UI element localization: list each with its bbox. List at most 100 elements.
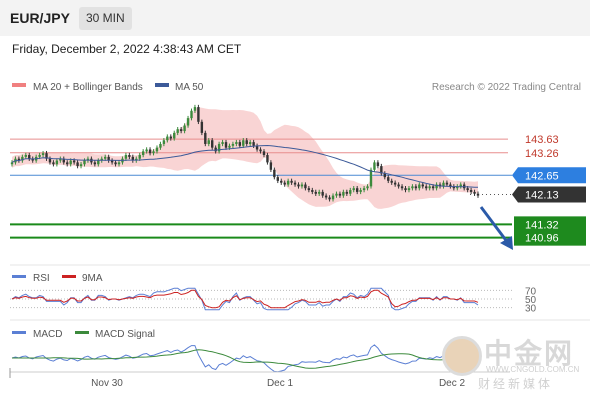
- timeframe-badge[interactable]: 30 MIN: [79, 7, 132, 30]
- candle-body: [221, 142, 224, 144]
- candle-body: [138, 155, 141, 159]
- candle-body: [245, 140, 248, 144]
- candle-body: [155, 147, 159, 152]
- candle-body: [76, 162, 79, 167]
- price-levels: 143.63 143.26 142.65 142.13 141.32 140.96: [10, 134, 586, 246]
- candle-body: [211, 140, 214, 148]
- candle-body: [369, 169, 373, 187]
- candle-body: [141, 151, 145, 156]
- candle-body: [359, 190, 362, 192]
- candle-body: [110, 160, 114, 163]
- bollinger-bands: [12, 107, 478, 209]
- candle-body: [324, 195, 328, 198]
- pivot-label: 142.65: [525, 170, 559, 182]
- candle-body: [231, 143, 235, 146]
- candle-body: [469, 190, 473, 192]
- candle-body: [373, 162, 376, 170]
- rsi-tick-label: 50: [525, 295, 537, 306]
- candle-body: [114, 162, 117, 165]
- candle-body: [59, 158, 62, 161]
- candle-body: [338, 193, 342, 196]
- candle-body: [21, 156, 24, 161]
- watermark-title: 中金网: [484, 337, 575, 370]
- candle-body: [179, 129, 183, 132]
- candle-body: [207, 140, 210, 144]
- header-bar: EUR/JPY 30 MIN: [0, 0, 590, 36]
- candle-body: [366, 186, 369, 189]
- forecast-arrowhead: [500, 236, 513, 250]
- watermark-logo-icon: [442, 336, 482, 376]
- rsi9ma-legend-swatch: [62, 275, 76, 278]
- x-tick-dec1: Dec 1: [267, 378, 294, 389]
- candle-body: [342, 191, 345, 196]
- candle-body: [269, 162, 273, 170]
- candle-body: [355, 188, 359, 192]
- candle-body: [97, 160, 100, 165]
- candle-body: [328, 197, 331, 200]
- rsi-tick-label: 30: [525, 304, 537, 315]
- candle-body: [397, 184, 400, 187]
- candle-body: [297, 184, 300, 187]
- candle-body: [300, 184, 304, 187]
- candle-body: [255, 145, 259, 150]
- rsi-legend-label: RSI: [33, 273, 50, 284]
- macd-signal-line: [12, 349, 479, 369]
- credit-text: Research © 2022 Trading Central: [432, 82, 581, 93]
- ma50-legend-label: MA 50: [175, 82, 204, 93]
- candle-body: [124, 155, 128, 159]
- candle-body: [466, 188, 469, 191]
- bb-legend-swatch: [12, 83, 26, 87]
- candle-body: [69, 160, 72, 165]
- candle-body: [307, 188, 311, 191]
- candle-body: [321, 191, 324, 196]
- candle-body: [286, 180, 290, 185]
- candle-body: [376, 162, 380, 167]
- candle-body: [152, 151, 155, 154]
- candle-body: [314, 191, 317, 194]
- candle-body: [335, 193, 338, 196]
- current-price-label: 142.13: [525, 189, 559, 201]
- candle-body: [262, 151, 266, 156]
- candle-body: [166, 136, 169, 141]
- candle-body: [31, 158, 34, 161]
- macd-legend-label: MACD: [33, 329, 62, 340]
- candlesticks: [10, 104, 480, 202]
- forecast-arrow: [479, 206, 510, 244]
- watermark-subtitle: 财经新媒体: [478, 377, 554, 391]
- candle-body: [449, 184, 452, 187]
- candle-body: [276, 177, 279, 181]
- candle-body: [186, 118, 190, 126]
- candle-body: [117, 162, 121, 165]
- candle-body: [311, 190, 314, 192]
- candle-body: [452, 186, 456, 189]
- candle-body: [228, 145, 231, 148]
- support-tag: [514, 216, 586, 233]
- watermark-url: WWW.CNGOLD.COM.CN: [486, 365, 580, 374]
- candle-body: [304, 184, 307, 189]
- candle-body: [235, 142, 238, 144]
- support-label: 141.32: [525, 219, 559, 231]
- candle-body: [72, 160, 76, 163]
- candle-body: [435, 184, 438, 189]
- candle-body: [204, 132, 207, 144]
- ma50-line: [11, 144, 479, 188]
- bb-legend-label: MA 20 + Bollinger Bands: [33, 82, 143, 93]
- candle-body: [362, 188, 366, 191]
- candle-body: [159, 143, 162, 148]
- candle-body: [17, 158, 21, 161]
- candle-body: [387, 177, 390, 181]
- candle-body: [131, 156, 135, 161]
- candle-body: [418, 184, 421, 189]
- candle-body: [62, 158, 65, 163]
- candle-body: [48, 158, 52, 163]
- candle-body: [52, 162, 55, 165]
- candle-body: [456, 186, 459, 189]
- candle-body: [411, 186, 414, 189]
- candle-body: [445, 182, 449, 185]
- candle-body: [55, 160, 59, 165]
- candle-body: [425, 186, 428, 189]
- candle-body: [476, 193, 480, 196]
- candle-body: [217, 143, 221, 152]
- candle-body: [66, 162, 69, 165]
